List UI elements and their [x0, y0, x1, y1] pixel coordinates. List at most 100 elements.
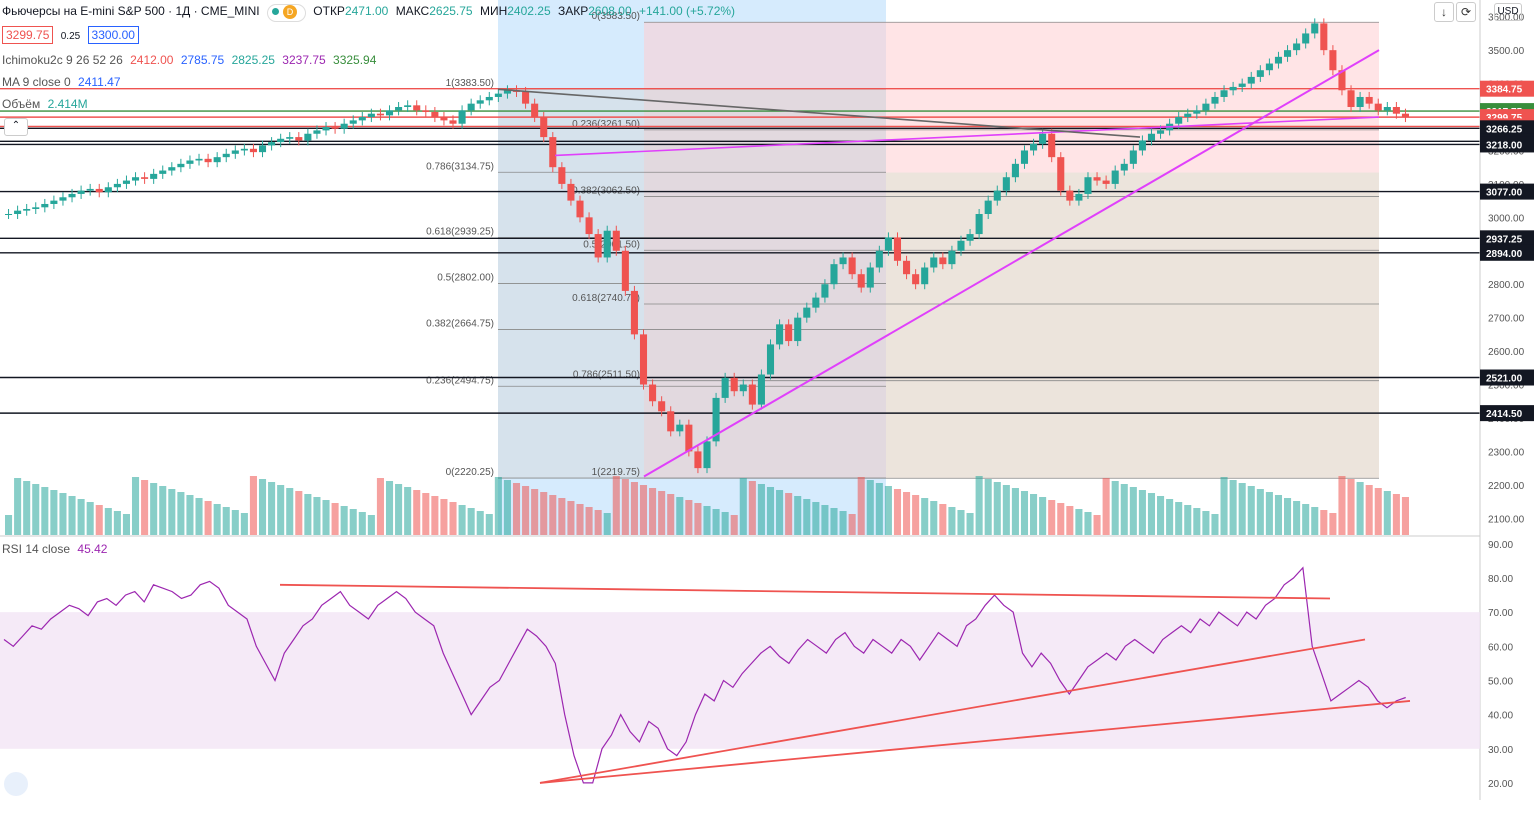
ma-value: 2411.47	[78, 75, 121, 89]
open-label: ОТКР	[313, 4, 345, 18]
candle-body	[122, 180, 130, 184]
volume-bar	[376, 478, 384, 535]
candle-body	[594, 234, 602, 258]
down-arrow-icon[interactable]: ↓	[1434, 2, 1454, 22]
candle-body	[812, 297, 820, 308]
volume-bar	[404, 487, 412, 535]
trend-line	[497, 88, 1141, 138]
fib-up-label: 0.786(2511.50)	[573, 370, 640, 381]
volume-bar	[68, 496, 76, 535]
volume-bar	[5, 515, 13, 535]
candle-body	[984, 200, 992, 214]
candle-body	[658, 401, 666, 412]
volume-bar	[485, 514, 493, 535]
volume-bar	[567, 501, 575, 535]
currency-button[interactable]: USD	[1494, 3, 1522, 21]
candle-body	[449, 120, 457, 124]
fib-up-label: 0.236(3261.50)	[572, 119, 640, 130]
volume-bar	[277, 485, 285, 535]
volume-bar	[830, 508, 838, 535]
rsi-legend[interactable]: RSI 14 close 45.42	[2, 541, 111, 557]
volume-bar	[440, 499, 448, 535]
price-level-label: 3384.75	[1486, 85, 1523, 96]
volume-bar	[349, 509, 357, 535]
volume-bar	[621, 479, 629, 535]
price-tick-label: 3500.00	[1488, 46, 1525, 57]
candle-body	[59, 197, 67, 201]
candle-body	[730, 377, 738, 392]
volume-bar	[857, 477, 865, 535]
candle-body	[612, 230, 620, 251]
volume-bar	[476, 511, 484, 535]
ichimoku-v4: 3237.75	[282, 53, 326, 67]
candle-body	[95, 188, 103, 193]
volume-bar	[921, 498, 929, 535]
rsi-tick-label: 60.00	[1488, 642, 1513, 653]
volume-bar	[258, 479, 267, 535]
candle-body	[413, 105, 421, 111]
ma-label: MA 9 close 0	[2, 75, 71, 89]
volume-bar	[585, 507, 593, 535]
candle-body	[930, 257, 938, 268]
candle-body	[159, 170, 167, 174]
volume-legend[interactable]: Объём 2.414M	[2, 96, 92, 112]
candle-body	[1265, 63, 1273, 71]
ask-button[interactable]: 3300.00	[87, 26, 139, 44]
fib-down-label: 0(2220.25)	[446, 467, 494, 478]
price-level-label: 3266.25	[1486, 124, 1523, 135]
candle-body	[277, 138, 285, 143]
candle-body	[1320, 23, 1328, 51]
candle-body	[821, 284, 829, 298]
price-tick-label: 2600.00	[1488, 347, 1525, 358]
volume-bar	[912, 495, 920, 535]
volume-bar	[766, 487, 775, 535]
volume-bar	[649, 488, 657, 535]
trend-line	[643, 49, 1380, 478]
fib-down-label: 0.786(3134.75)	[426, 161, 494, 172]
candle-body	[1211, 96, 1219, 104]
volume-bar	[540, 492, 548, 535]
candle-body	[857, 274, 865, 288]
volume-bar	[141, 480, 149, 535]
collapse-legend-button[interactable]: ⌃	[4, 118, 28, 136]
ma-legend[interactable]: MA 9 close 0 2411.47	[2, 74, 125, 90]
refresh-icon[interactable]: ⟳	[1456, 2, 1476, 22]
volume-bar	[757, 484, 765, 535]
volume-bar	[95, 505, 103, 535]
price-level-box	[1480, 369, 1534, 386]
candle-body	[1002, 177, 1010, 191]
candle-body	[549, 137, 557, 168]
candle-body	[14, 210, 22, 214]
price-level-label: 3077.00	[1486, 188, 1523, 199]
volume-bar	[150, 483, 158, 535]
volume-bar	[884, 486, 892, 535]
ichimoku-legend[interactable]: Ichimoku2c 9 26 52 26 2412.00 2785.75 28…	[2, 52, 380, 68]
volume-bar	[41, 487, 49, 535]
candle-body	[385, 110, 394, 116]
volume-bar	[1157, 496, 1165, 535]
session-badge: D	[266, 4, 306, 22]
volume-bar	[1093, 515, 1101, 535]
rsi-trend-line	[279, 583, 1331, 600]
volume-bar	[848, 514, 856, 535]
bid-button[interactable]: 3299.75	[2, 26, 54, 44]
rsi-tick-label: 80.00	[1488, 574, 1513, 585]
volume-bar	[268, 482, 276, 535]
volume-bar	[467, 508, 475, 535]
candle-body	[1256, 70, 1264, 77]
candle-body	[676, 424, 684, 432]
candle-body	[141, 177, 149, 179]
candle-body	[585, 217, 593, 235]
volume-bar	[1048, 500, 1056, 535]
candle-body	[603, 230, 611, 258]
volume-bar	[1293, 501, 1301, 535]
volume-bar	[1075, 509, 1083, 535]
candle-body	[340, 123, 348, 129]
volume-bar	[503, 480, 511, 535]
volume-bar	[168, 489, 176, 535]
candle-body	[104, 187, 112, 193]
candle-body	[367, 113, 375, 118]
volume-bar	[812, 502, 820, 535]
candle-body	[86, 188, 94, 191]
